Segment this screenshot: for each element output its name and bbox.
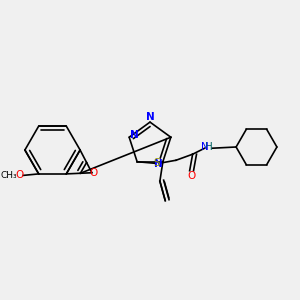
Text: N: N	[146, 112, 154, 122]
Text: N: N	[154, 159, 162, 169]
Text: O: O	[187, 171, 196, 181]
Text: CH₃: CH₃	[0, 171, 17, 180]
Text: O: O	[15, 170, 23, 180]
Text: O: O	[89, 168, 98, 178]
Text: S: S	[153, 158, 160, 168]
Text: N: N	[130, 130, 138, 140]
Text: N: N	[201, 142, 209, 152]
Text: H: H	[205, 142, 213, 152]
